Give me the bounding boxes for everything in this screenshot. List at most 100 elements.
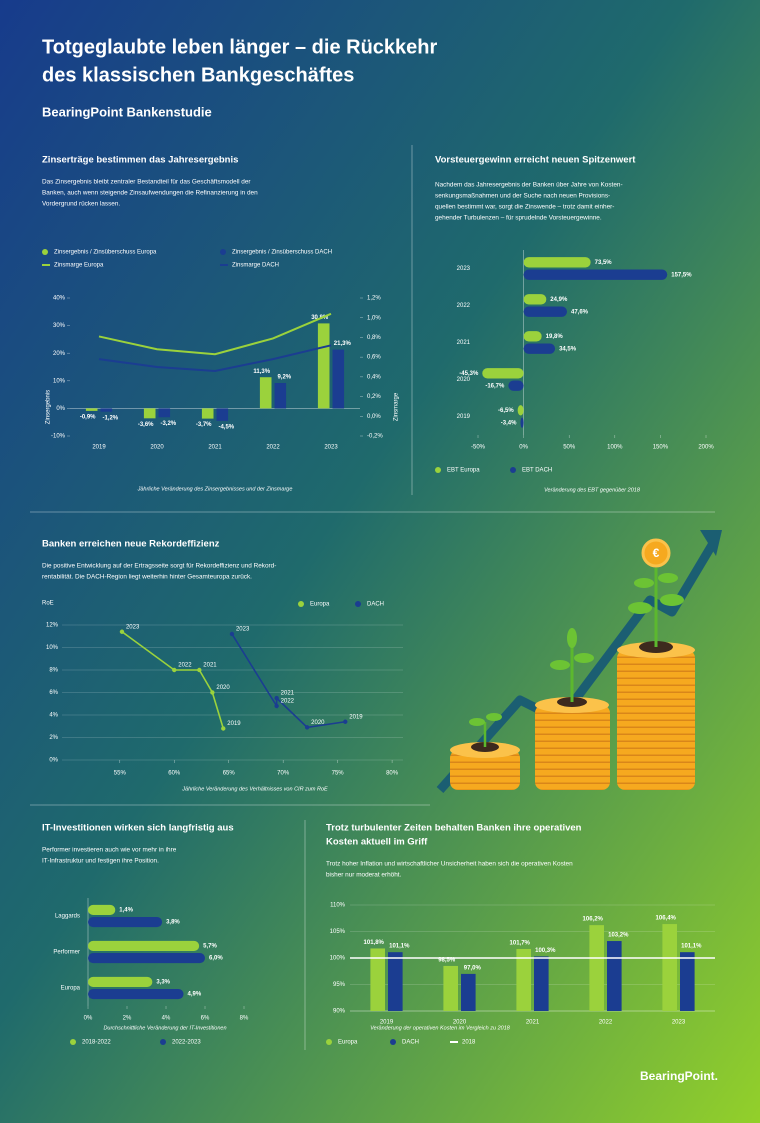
legend-label: 2018-2022 [82, 1040, 111, 1046]
value-label: -3,6% [138, 422, 154, 428]
value-label: 1,4% [119, 908, 133, 914]
value-label: 47,6% [571, 309, 589, 315]
x-tick-label: 2022 [266, 445, 280, 451]
value-label: 73,5% [595, 260, 613, 266]
bar [259, 377, 272, 409]
value-label: 101,7% [510, 941, 531, 947]
section-title: IT-Investitionen wirken sich langfristig… [42, 823, 234, 834]
legend-label: EBT Europa [447, 468, 480, 474]
chart-note: Durchschnittliche Veränderung der IT-Inv… [103, 1025, 226, 1031]
legend-marker [42, 249, 48, 255]
section-description: Die positive Entwicklung auf der Ertrags… [42, 563, 276, 570]
y-tick-label: 0% [56, 406, 65, 412]
point-label: 2022 [178, 663, 192, 669]
y-tick-label: 4% [49, 713, 58, 719]
bar [143, 408, 156, 419]
illustration: € [436, 530, 722, 793]
section-description: Vordergrund rücken lassen. [42, 201, 120, 208]
x-tick-label: 75% [332, 771, 345, 777]
bar [461, 973, 476, 1011]
y-tick-label: 30% [53, 323, 66, 329]
y2-tick-label: -0,2% [367, 434, 383, 440]
y-tick-label: Performer [53, 950, 80, 956]
bar [523, 257, 591, 268]
bar [523, 294, 547, 305]
value-label: 21,3% [334, 341, 352, 347]
value-label: 106,4% [656, 916, 677, 922]
legend-label: Zinsergebnis / Zinsüberschuss DACH [232, 250, 332, 256]
chart-note: Veränderung der operativen Kosten im Ver… [370, 1025, 511, 1031]
y-tick-label: 2% [49, 735, 58, 741]
title-line: Totgeglaubte leben länger – die Rückkehr [42, 36, 437, 58]
value-label: -6,5% [498, 408, 514, 414]
section-description: senkungsmaßnahmen und der Suche nach neu… [435, 193, 610, 200]
bar [332, 349, 345, 409]
point-label: 2023 [126, 624, 140, 630]
x-tick-label: 2% [123, 1016, 132, 1022]
x-tick-label: 60% [168, 771, 181, 777]
point-label: 2019 [227, 721, 241, 727]
legend-marker [298, 601, 304, 607]
value-label: 101,8% [364, 940, 385, 946]
point [197, 667, 202, 673]
bar [317, 323, 330, 409]
x-tick-label: 2021 [208, 445, 222, 451]
bar [534, 956, 549, 1011]
x-tick-label: 80% [386, 771, 399, 777]
legend-marker [435, 467, 441, 473]
bar [523, 343, 556, 354]
bar [662, 924, 677, 1011]
value-label: 9,2% [277, 375, 291, 381]
chart-note: Veränderung des EBT gegenüber 2018 [544, 487, 641, 493]
y-tick-label: 0% [49, 758, 58, 764]
x-tick-label: -50% [471, 445, 486, 451]
value-label: 97,0% [464, 965, 482, 971]
value-label: 101,1% [681, 944, 702, 950]
bar [88, 917, 163, 928]
bar [523, 306, 568, 317]
value-label: 6,0% [209, 956, 223, 962]
x-tick-label: 2020 [150, 445, 164, 451]
y-tick-label: 8% [49, 668, 58, 674]
chart-note: Jährliche Veränderung des Zinsergebnisse… [137, 486, 293, 492]
bar [88, 940, 200, 951]
point [274, 703, 279, 709]
y-tick-label: 110% [330, 903, 346, 909]
bar [216, 408, 229, 421]
legend-marker [326, 1039, 332, 1045]
y2-tick-label: 0,6% [367, 355, 381, 361]
legend-marker [160, 1039, 166, 1045]
point-label: 2020 [311, 720, 325, 726]
x-tick-label: 55% [114, 771, 127, 777]
value-label: 4,9% [188, 992, 202, 998]
x-tick-label: 0% [519, 445, 528, 451]
y-tick-label: 2020 [457, 377, 471, 383]
y-tick-label: 95% [333, 982, 346, 988]
y-tick-label: Europa [61, 986, 81, 992]
bar [520, 417, 524, 428]
legend-label: DACH [367, 602, 384, 608]
y2-axis-label: Zinsmarge [394, 392, 400, 421]
bar [100, 408, 113, 412]
subtitle: BearingPoint Bankenstudie [42, 104, 212, 119]
bar [607, 941, 622, 1011]
point [119, 629, 125, 634]
section-description: rentabilität. Die DACH-Region liegt weit… [42, 574, 252, 581]
x-tick-label: 100% [607, 445, 623, 451]
x-tick-label: 4% [162, 1016, 171, 1022]
legend-marker [390, 1039, 396, 1045]
bar [517, 405, 524, 416]
value-label: -16,7% [485, 383, 505, 389]
x-tick-label: 2019 [92, 445, 106, 451]
bar [388, 952, 403, 1011]
x-tick-label: 2022 [599, 1020, 613, 1026]
bar [680, 952, 695, 1011]
bar [443, 965, 458, 1011]
value-label: -0,9% [80, 414, 96, 420]
y2-tick-label: 1,2% [367, 296, 381, 302]
point [229, 631, 235, 637]
y2-tick-label: 0,0% [367, 414, 381, 420]
section-title: Trotz turbulenter Zeiten behalten Banken… [326, 823, 582, 834]
x-tick-label: 0% [84, 1016, 93, 1022]
